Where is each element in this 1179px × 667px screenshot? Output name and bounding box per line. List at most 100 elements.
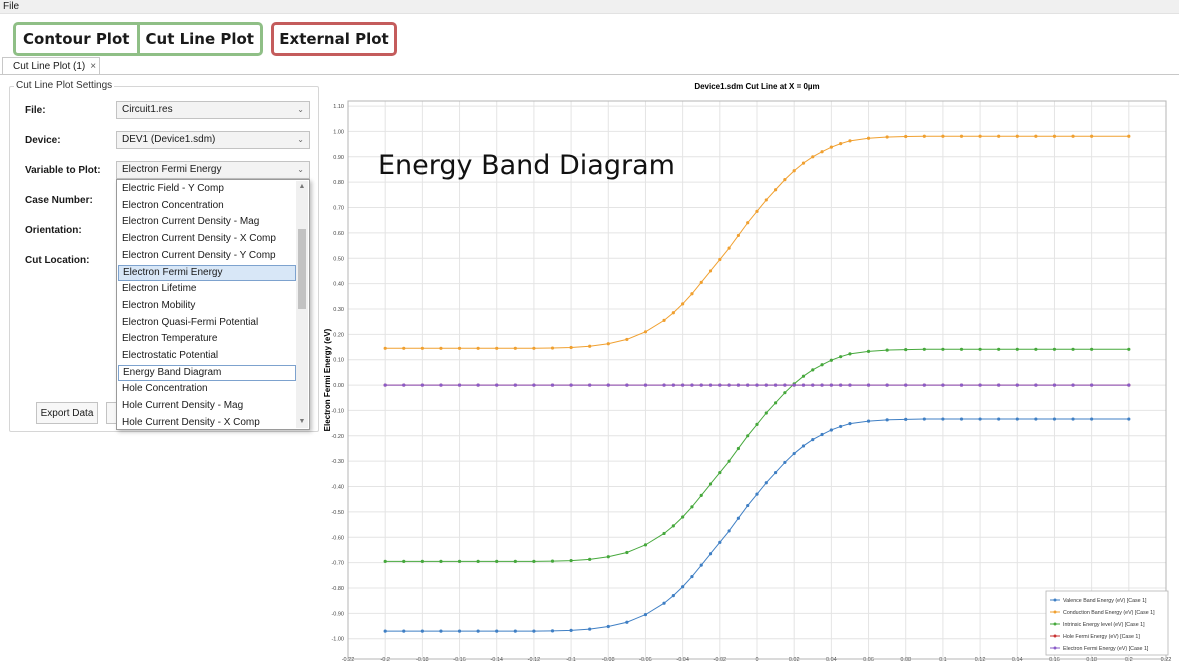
cut-line-plot-button[interactable]: Cut Line Plot [145,30,254,48]
data-point [746,383,750,387]
case-number-label: Case Number: [25,195,93,206]
data-point [606,555,610,559]
data-point [569,383,573,387]
close-icon[interactable]: × [90,61,97,72]
dropdown-scrollbar[interactable]: ▲ ▼ [296,181,308,428]
dropdown-item[interactable]: Hole Current Density - X Comp [122,416,260,428]
data-point [997,347,1001,351]
data-point [532,346,536,350]
data-point [885,348,889,352]
contour-plot-button[interactable]: Contour Plot [23,30,130,48]
series-line [385,418,1129,632]
data-point [643,543,648,547]
data-point [820,383,824,387]
data-point [1127,383,1131,387]
data-point [383,383,387,387]
chevron-down-icon: ⌄ [297,135,304,144]
chevron-up-icon[interactable]: ▲ [298,183,306,190]
data-point [439,383,443,387]
dropdown-item[interactable]: Hole Current Density - Mag [122,400,244,412]
y-tick-label: -0.10 [331,408,344,414]
cut-location-label: Cut Location: [25,255,90,266]
device-label: Device: [25,135,61,146]
y-tick-label: 0.30 [333,307,344,313]
dropdown-item[interactable]: Electron Lifetime [122,283,197,295]
x-tick-label: 0.18 [1086,657,1097,662]
data-point [783,460,787,465]
data-point [1127,417,1131,421]
chevron-down-icon: ⌄ [297,165,304,174]
data-point [1015,417,1019,421]
data-point [681,585,685,589]
file-menu[interactable]: File [3,1,20,12]
data-point [383,629,387,633]
data-point [1127,134,1131,138]
y-tick-label: 0.70 [333,206,344,212]
data-point [671,524,675,528]
data-point [959,417,964,421]
y-axis-label: Electron Fermi Energy (eV) [323,328,332,431]
dropdown-item[interactable]: Electron Current Density - Y Comp [122,249,276,261]
data-point [839,355,843,359]
data-point [848,139,852,143]
data-point [727,383,731,387]
file-value: Circuit1.res [122,104,173,115]
data-point [457,346,462,350]
data-point [885,418,889,422]
data-point [569,558,573,563]
dropdown-item[interactable]: Electron Concentration [122,199,224,211]
dropdown-item[interactable]: Hole Concentration [122,383,208,395]
data-point [476,383,480,387]
x-tick-label: -0.22 [342,657,355,662]
dropdown-item[interactable]: Electron Temperature [122,333,218,345]
dropdown-item[interactable]: Energy Band Diagram [118,364,296,381]
dropdown-item[interactable]: Electron Fermi Energy [118,264,296,281]
device-combo[interactable]: DEV1 (Device1.sdm) ⌄ [116,131,310,149]
data-point [606,624,610,629]
data-point [550,559,555,563]
data-point [736,446,741,451]
data-point [1052,417,1057,421]
data-point [755,422,759,426]
data-point [662,601,666,605]
data-point [643,383,648,387]
data-point [829,145,833,149]
data-point [690,383,694,387]
tab-divider [0,74,1179,75]
data-point [383,346,387,350]
data-point [690,292,694,296]
variable-dropdown-list[interactable]: Electric Field - Y Comp Electron Concentr… [116,179,310,430]
data-point [439,559,443,563]
data-point [457,383,462,387]
x-tick-label: 0 [755,657,758,662]
x-tick-label: -0.02 [714,657,727,662]
export-data-button[interactable]: Export Data [36,402,98,424]
dropdown-item[interactable]: Electron Current Density - X Comp [122,233,276,245]
dropdown-item[interactable]: Electron Current Density - Mag [122,216,260,228]
data-point [588,627,592,631]
data-point [457,629,462,633]
variable-combo[interactable]: Electron Fermi Energy ⌄ [116,161,310,179]
external-plot-button[interactable]: External Plot [271,22,397,56]
data-point [848,383,852,387]
data-point [606,342,610,346]
data-point [718,383,722,387]
dropdown-item[interactable]: Electron Quasi-Fermi Potential [122,316,259,328]
chevron-down-icon[interactable]: ▼ [298,418,306,425]
data-point [1034,383,1038,387]
data-point [671,383,675,387]
y-tick-label: 0.60 [333,231,344,237]
y-tick-label: -1.00 [331,637,344,643]
dropdown-item[interactable]: Electron Mobility [122,299,196,311]
dropdown-item[interactable]: Electrostatic Potential [122,350,219,361]
data-point [941,383,945,387]
data-point [588,383,592,387]
dropdown-item[interactable]: Electric Field - Y Comp [122,183,224,194]
data-point [941,347,945,351]
scroll-thumb[interactable] [298,229,306,309]
file-combo[interactable]: Circuit1.res ⌄ [116,101,310,119]
tab-cut-line-plot[interactable]: Cut Line Plot (1) × [2,57,100,75]
x-tick-label: 0.12 [975,657,986,662]
data-point [941,417,945,421]
data-point [1127,347,1131,351]
